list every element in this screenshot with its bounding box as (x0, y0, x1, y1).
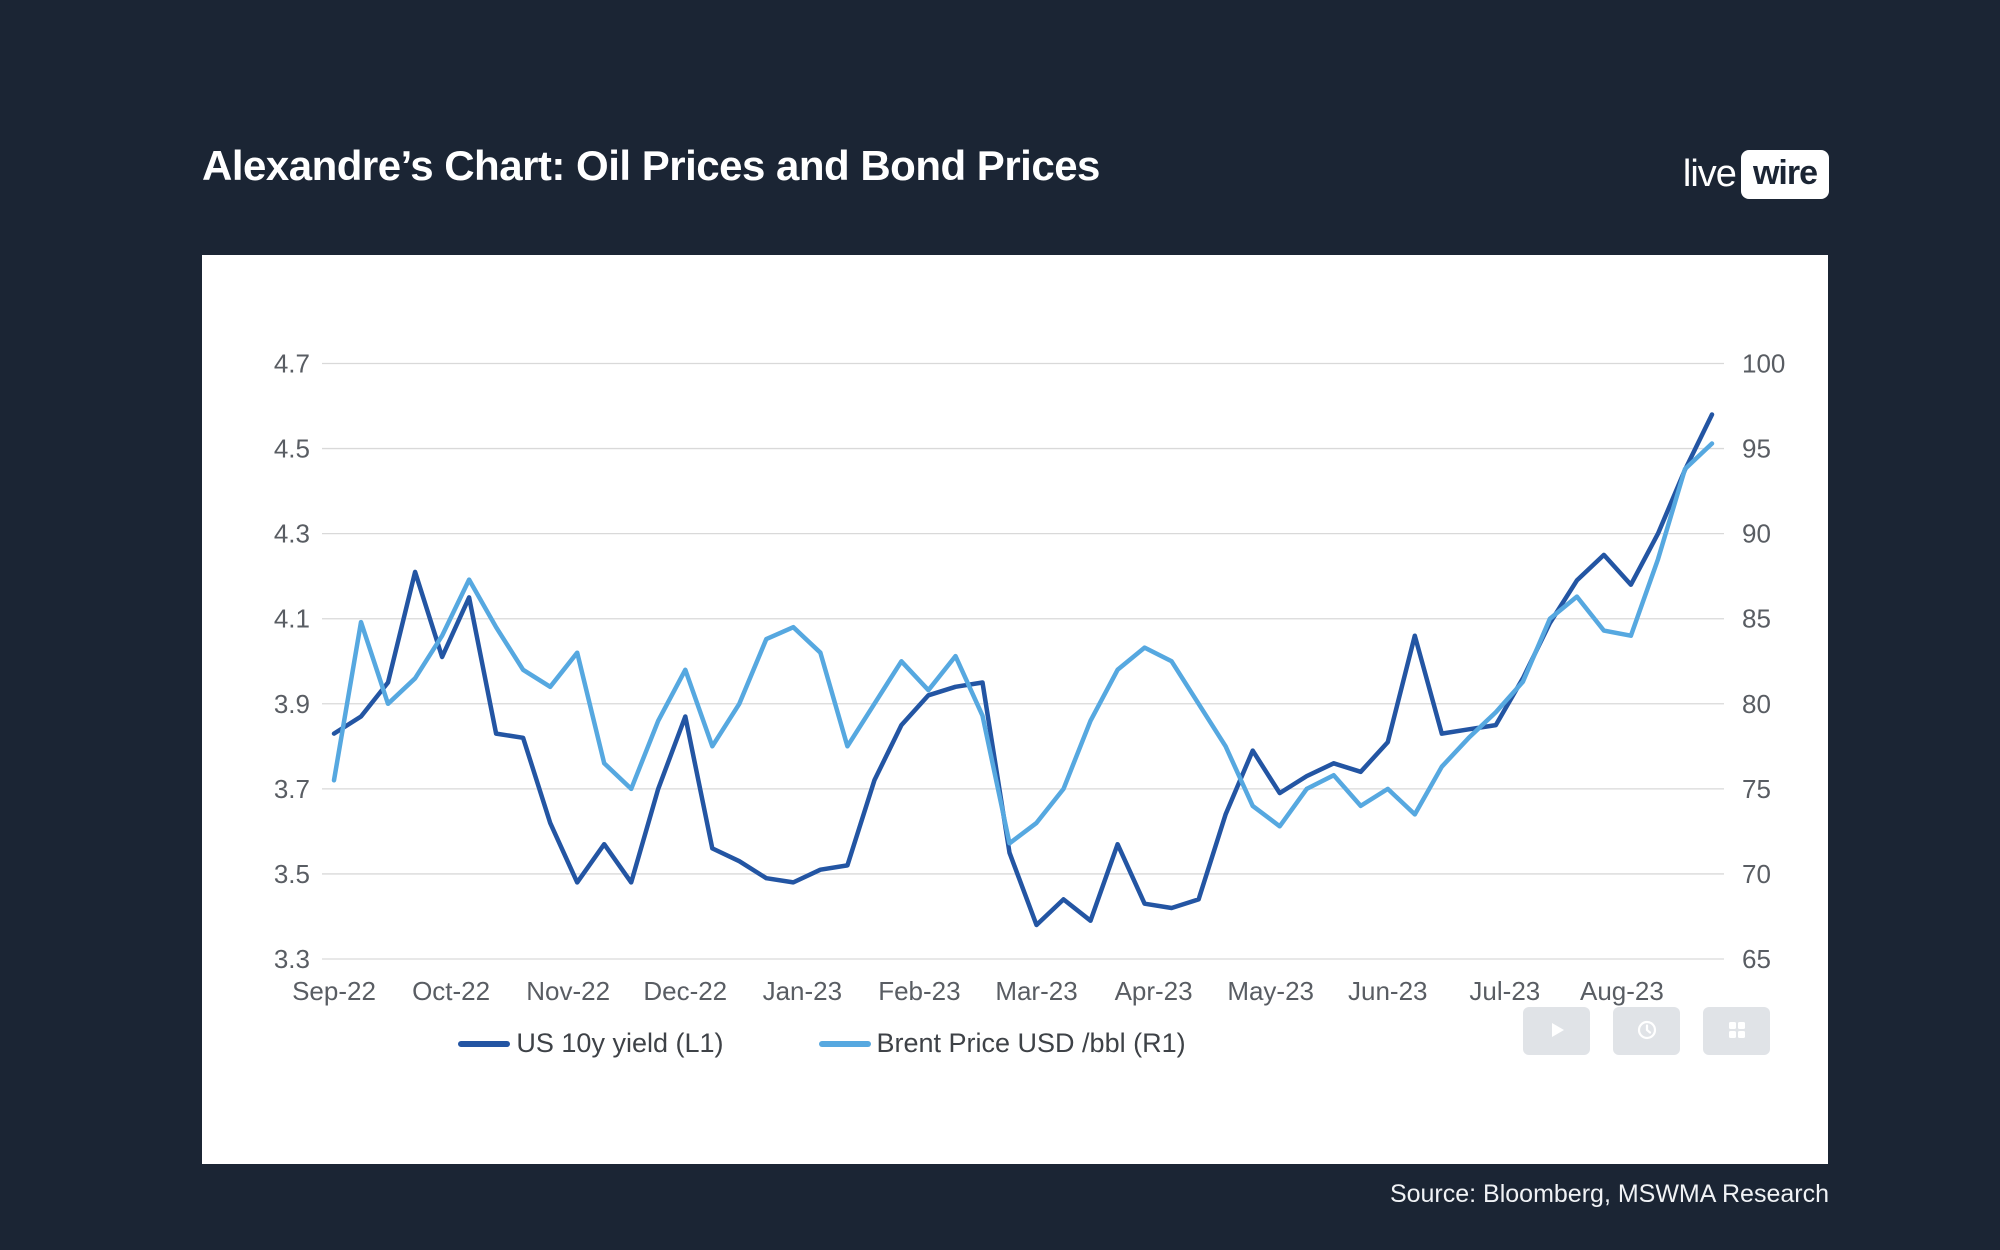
legend-swatch-brent (818, 1040, 871, 1047)
series-line-1 (331, 441, 1715, 846)
svg-text:3.3: 3.3 (274, 944, 310, 974)
overlay-buttons (1523, 1007, 1770, 1055)
svg-text:65: 65 (1742, 944, 1771, 974)
svg-text:Mar-23: Mar-23 (995, 976, 1077, 1006)
grid-icon (1727, 1020, 1747, 1043)
svg-text:90: 90 (1742, 519, 1771, 549)
logo-wire-badge: wire (1740, 150, 1829, 199)
svg-text:3.5: 3.5 (274, 859, 310, 889)
svg-text:100: 100 (1742, 349, 1785, 379)
svg-text:3.7: 3.7 (274, 774, 310, 804)
svg-text:3.9: 3.9 (274, 689, 310, 719)
svg-text:80: 80 (1742, 689, 1771, 719)
chart-legend: US 10y yield (L1) Brent Price USD /bbl (… (202, 1028, 1442, 1059)
svg-text:70: 70 (1742, 859, 1771, 889)
dual-axis-line-chart: 4.7 4.5 4.3 4.1 3.9 3.7 3.5 3.3 100 95 90 85 80 75 70 6… (274, 349, 1786, 1007)
svg-text:Apr-23: Apr-23 (1115, 976, 1193, 1006)
svg-text:Dec-22: Dec-22 (643, 976, 727, 1006)
legend-item-brent: Brent Price USD /bbl (R1) (818, 1028, 1186, 1059)
svg-text:Feb-23: Feb-23 (878, 976, 960, 1006)
svg-text:Aug-23: Aug-23 (1580, 976, 1664, 1006)
svg-text:Sep-22: Sep-22 (292, 976, 376, 1006)
livewire-logo: live wire (1683, 150, 1829, 199)
svg-text:Jun-23: Jun-23 (1348, 976, 1428, 1006)
play-button[interactable] (1523, 1007, 1590, 1055)
axis-tick-labels: 4.7 4.5 4.3 4.1 3.9 3.7 3.5 3.3 100 95 90 85 80 75 70 6… (274, 349, 1786, 1007)
svg-text:4.7: 4.7 (274, 349, 310, 379)
svg-text:May-23: May-23 (1227, 976, 1314, 1006)
svg-text:95: 95 (1742, 434, 1771, 464)
legend-label-brent: Brent Price USD /bbl (R1) (876, 1028, 1186, 1058)
play-icon (1547, 1020, 1567, 1043)
legend-label-us10y: US 10y yield (L1) (516, 1028, 724, 1058)
logo-live-text: live (1682, 153, 1737, 195)
series-line-0 (331, 412, 1715, 928)
clock-icon (1636, 1019, 1658, 1044)
page-title: Alexandre’s Chart: Oil Prices and Bond P… (202, 142, 1100, 189)
clock-button[interactable] (1613, 1007, 1680, 1055)
svg-text:75: 75 (1742, 774, 1771, 804)
grid-button[interactable] (1703, 1007, 1770, 1055)
source-attribution: Source: Bloomberg, MSWMA Research (1389, 1180, 1829, 1208)
svg-text:Jul-23: Jul-23 (1469, 976, 1540, 1006)
svg-text:Oct-22: Oct-22 (412, 976, 490, 1006)
legend-swatch-us10y (458, 1040, 511, 1047)
legend-item-us10y: US 10y yield (L1) (458, 1028, 724, 1059)
chart-card: 4.7 4.5 4.3 4.1 3.9 3.7 3.5 3.3 100 95 90 85 80 75 70 6… (202, 255, 1828, 1164)
svg-text:Nov-22: Nov-22 (526, 976, 610, 1006)
gridlines (322, 362, 1724, 960)
svg-text:Jan-23: Jan-23 (763, 976, 843, 1006)
svg-text:4.5: 4.5 (274, 434, 310, 464)
svg-text:4.3: 4.3 (274, 519, 310, 549)
svg-text:85: 85 (1742, 604, 1771, 634)
svg-text:4.1: 4.1 (274, 604, 310, 634)
